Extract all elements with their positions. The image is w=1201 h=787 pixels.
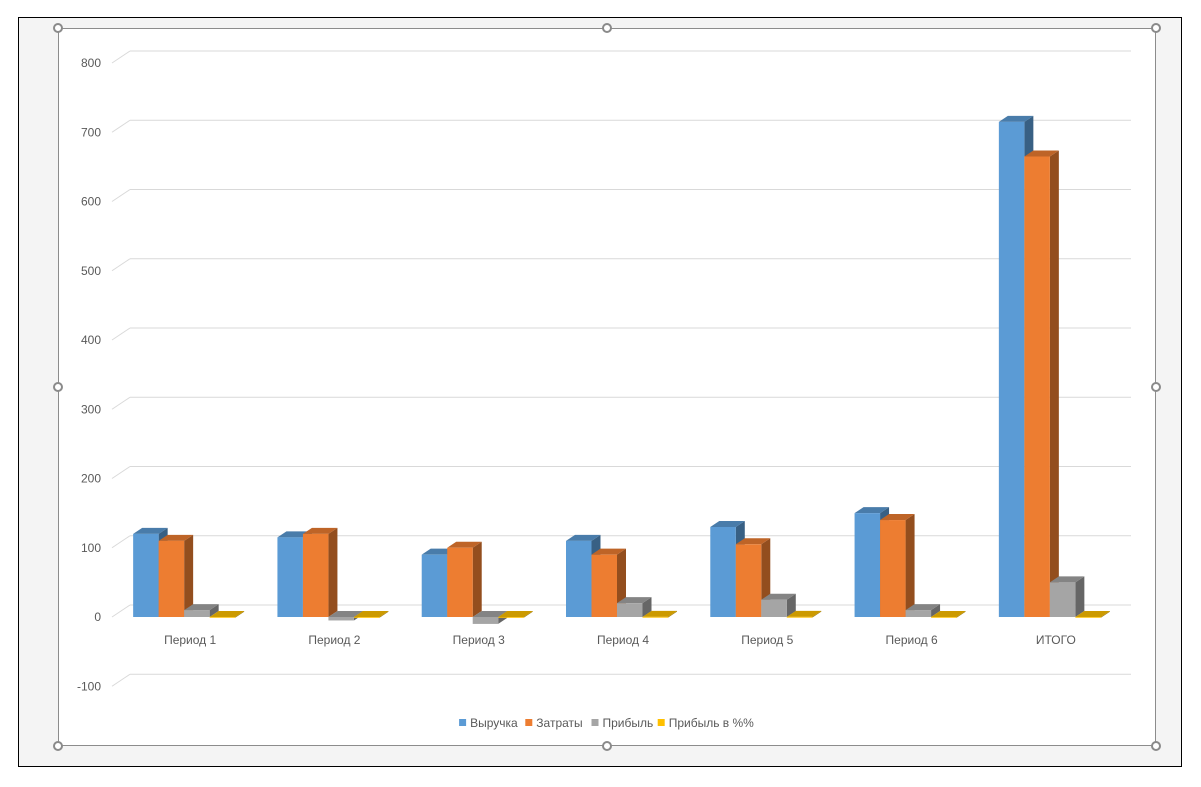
y-tick-label: 700 bbox=[81, 125, 101, 139]
bar-4-6[interactable] bbox=[931, 610, 966, 618]
legend[interactable]: Выручка Затраты Прибыль Прибыль в %% bbox=[459, 716, 754, 730]
bar-3-4[interactable] bbox=[617, 597, 652, 617]
bar-3-5[interactable] bbox=[761, 593, 796, 617]
bar-3-1[interactable] bbox=[184, 604, 219, 617]
x-tick-label: Период 5 bbox=[741, 633, 793, 647]
gridline-side bbox=[111, 535, 131, 549]
y-tick-label: -100 bbox=[77, 679, 101, 693]
resize-handle-top-left[interactable] bbox=[53, 23, 63, 33]
resize-handle-bottom-center[interactable] bbox=[602, 741, 612, 751]
gridline-side bbox=[111, 258, 131, 272]
gridline-side bbox=[111, 50, 131, 64]
x-tick-label: Период 4 bbox=[597, 633, 649, 647]
resize-handle-middle-left[interactable] bbox=[53, 382, 63, 392]
gridline-side bbox=[111, 673, 131, 687]
chart-area[interactable] bbox=[58, 28, 1156, 746]
resize-handle-top-center[interactable] bbox=[602, 23, 612, 33]
x-tick-label: Период 6 bbox=[886, 633, 938, 647]
bar-4-5[interactable] bbox=[786, 610, 822, 618]
x-tick-label: Период 1 bbox=[164, 633, 216, 647]
legend-item-1[interactable]: Выручка bbox=[459, 716, 518, 730]
x-tick-label: Период 2 bbox=[308, 633, 360, 647]
legend-item-2[interactable]: Затраты bbox=[525, 716, 583, 730]
bar-2-3[interactable] bbox=[447, 541, 482, 617]
legend-label: Затраты bbox=[536, 716, 582, 730]
bar-2-1[interactable] bbox=[158, 534, 194, 617]
y-tick-label: 100 bbox=[81, 541, 101, 555]
bar-2-6[interactable] bbox=[880, 514, 915, 617]
resize-handle-bottom-right[interactable] bbox=[1151, 741, 1161, 751]
gridline-side bbox=[111, 327, 131, 341]
x-tick-label: ИТОГО bbox=[1036, 633, 1076, 647]
y-tick-label: 600 bbox=[81, 195, 101, 209]
gridline-side bbox=[111, 189, 131, 202]
gridline-side bbox=[111, 604, 131, 618]
bar-4-1[interactable] bbox=[209, 610, 245, 618]
x-axis-tick-labels: Период 1 Период 2 Период 3 Период 4 Период 5… bbox=[164, 633, 1076, 647]
legend-swatch bbox=[459, 719, 467, 726]
gridline-side bbox=[111, 396, 131, 410]
legend-label: Прибыль в %% bbox=[669, 716, 754, 730]
bar-2-7[interactable] bbox=[1024, 150, 1059, 618]
gridline-side bbox=[111, 119, 131, 133]
gridline-side bbox=[111, 466, 131, 479]
legend-swatch bbox=[591, 719, 599, 726]
bar-4-2[interactable] bbox=[353, 611, 389, 618]
legend-swatch bbox=[525, 719, 533, 726]
y-tick-label: 800 bbox=[81, 56, 101, 70]
y-tick-label: 300 bbox=[81, 402, 101, 416]
legend-label: Выручка bbox=[470, 716, 518, 730]
bar-2-2[interactable] bbox=[302, 527, 338, 617]
y-tick-label: 200 bbox=[81, 472, 101, 486]
legend-swatch bbox=[657, 719, 665, 726]
bar-4-4[interactable] bbox=[642, 610, 678, 618]
legend-item-4[interactable]: Прибыль в %% bbox=[657, 716, 754, 730]
y-tick-label: 0 bbox=[94, 610, 101, 624]
legend-label: Прибыль bbox=[603, 716, 654, 730]
resize-handle-bottom-left[interactable] bbox=[53, 741, 63, 751]
bar-3-6[interactable] bbox=[905, 604, 941, 617]
resize-handle-middle-right[interactable] bbox=[1151, 382, 1161, 392]
x-tick-label: Период 3 bbox=[453, 633, 505, 647]
bar-2-4[interactable] bbox=[591, 548, 627, 617]
resize-handle-top-right[interactable] bbox=[1151, 23, 1161, 33]
legend-item-3[interactable]: Прибыль bbox=[591, 716, 654, 730]
bar-4-3[interactable] bbox=[498, 611, 533, 618]
y-tick-label: 400 bbox=[81, 333, 101, 347]
bar-3-7[interactable] bbox=[1049, 576, 1085, 617]
y-axis-tick-labels: -100 0 100 200 300 400 500 600 700 800 bbox=[77, 56, 101, 693]
y-tick-label: 500 bbox=[81, 264, 101, 278]
bar-4-7[interactable] bbox=[1075, 610, 1110, 618]
bars bbox=[133, 115, 1110, 624]
